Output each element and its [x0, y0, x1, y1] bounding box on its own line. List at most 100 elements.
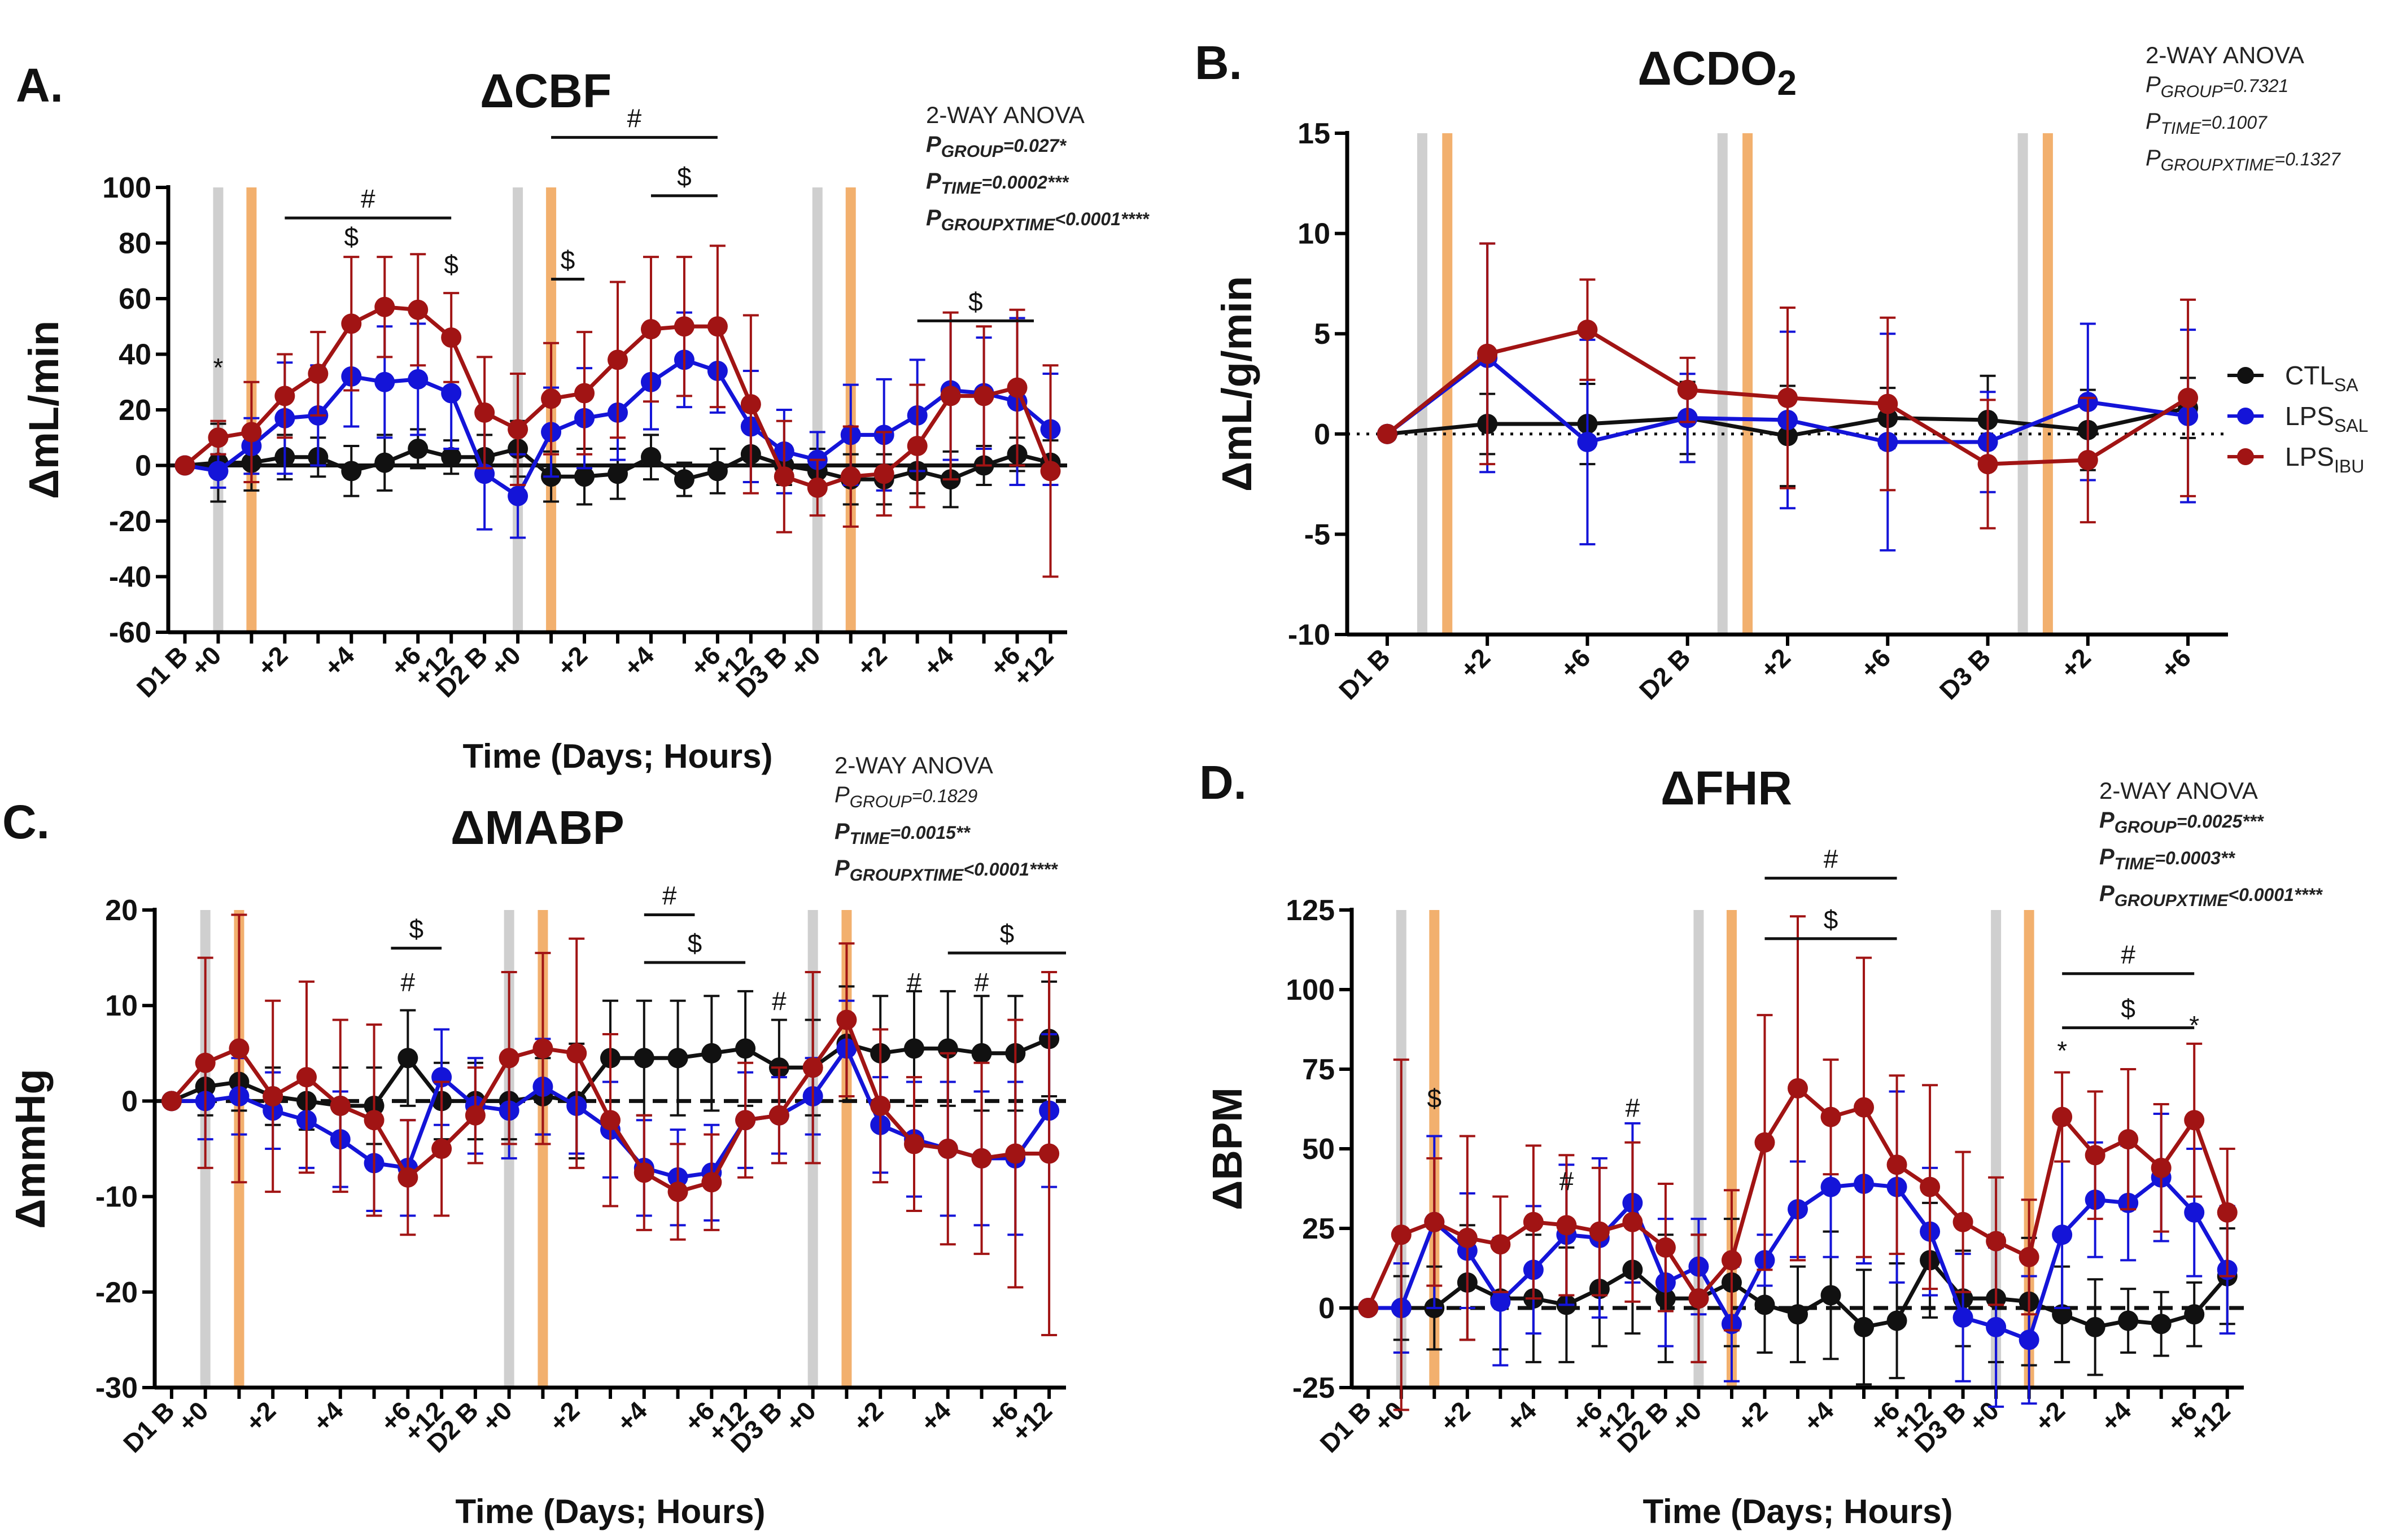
- significance-label: *: [2189, 1010, 2199, 1040]
- panel-b: B. ΔCDO2 -10 -5 0 5 10 15 D1 B +2 +6 D2 B +2 +6 D3 B +2…: [1195, 36, 2228, 705]
- significance-label: $: [968, 287, 983, 316]
- x-tick-label: +0: [1368, 1395, 1410, 1437]
- data-point: [640, 447, 661, 467]
- data-point: [2217, 1202, 2238, 1223]
- x-tick-label: +0: [484, 640, 526, 682]
- y-tick-label: -25: [1292, 1372, 1335, 1405]
- gray-marker: [2017, 133, 2028, 635]
- data-point: [1886, 1310, 1907, 1331]
- data-point: [474, 402, 495, 423]
- x-tick-label: D2 B: [1633, 642, 1696, 705]
- data-point: [701, 1043, 722, 1064]
- significance-label: $: [2121, 994, 2135, 1023]
- significance-label: $: [677, 162, 692, 191]
- y-tick-label: -30: [95, 1372, 138, 1405]
- data-point: [408, 299, 429, 320]
- data-point: [667, 1048, 688, 1069]
- data-point: [2184, 1110, 2205, 1131]
- data-point: [1007, 377, 1028, 398]
- orange-marker: [538, 910, 548, 1388]
- data-point: [640, 319, 661, 340]
- x-axis-label: Time (Days; Hours): [1642, 1493, 1952, 1530]
- significance-label: #: [772, 987, 787, 1016]
- x-axis-label: Time (Days; Hours): [455, 1493, 765, 1530]
- data-point: [2052, 1304, 2073, 1325]
- anova-line: PGROUPXTIME<0.0001****: [2099, 881, 2322, 910]
- data-point: [499, 1048, 519, 1069]
- x-tick-label: +6: [1554, 642, 1596, 684]
- data-point: [2151, 1157, 2172, 1178]
- x-tick-label: +0: [476, 1395, 518, 1437]
- y-axis-label: ΔmmHg: [7, 1069, 54, 1228]
- series-lps_ibu: [1358, 915, 2238, 1411]
- data-point: [1986, 1231, 2007, 1252]
- data-point: [574, 466, 595, 487]
- data-point: [1820, 1176, 1841, 1197]
- gray-marker: [1717, 133, 1728, 635]
- x-tick-label: +2: [2029, 1395, 2070, 1437]
- data-point: [971, 1043, 992, 1064]
- anova-line: PGROUP=0.0025***: [2099, 808, 2264, 837]
- legend-label: LPSIBU: [2285, 442, 2364, 476]
- x-tick-label: +4: [1500, 1395, 1542, 1437]
- x-tick-label: +4: [611, 1395, 653, 1437]
- y-tick-label: 10: [1298, 218, 1330, 251]
- x-tick-label: +4: [915, 1395, 956, 1437]
- y-tick-label: 0: [1314, 418, 1330, 451]
- x-tick-label: +2: [1754, 642, 1796, 684]
- data-point: [374, 296, 395, 317]
- data-point: [2019, 1246, 2039, 1267]
- data-point: [241, 422, 262, 443]
- data-point: [840, 466, 861, 487]
- data-point: [441, 327, 462, 348]
- data-point: [1589, 1221, 1610, 1242]
- x-tick-label: +2: [252, 640, 294, 682]
- x-tick-label: +4: [618, 640, 659, 682]
- x-tick-label: +6: [2155, 642, 2196, 684]
- y-tick-label: 5: [1314, 318, 1330, 351]
- data-point: [1877, 393, 1898, 414]
- significance-label: $: [688, 929, 702, 958]
- data-point: [1820, 1106, 1841, 1127]
- legend-marker: [2237, 408, 2254, 425]
- data-point: [1920, 1176, 1941, 1197]
- orange-marker: [2024, 910, 2034, 1388]
- data-point: [532, 1038, 553, 1059]
- legend-marker: [2237, 367, 2254, 384]
- significance-label: #: [662, 881, 677, 910]
- data-point: [408, 438, 429, 459]
- data-point: [802, 1057, 823, 1078]
- anova-line: PGROUP=0.1829: [835, 782, 978, 811]
- y-axis-label: ΔmL/min: [20, 321, 67, 499]
- data-point: [2077, 449, 2098, 470]
- y-tick-label: 0: [1318, 1292, 1335, 1325]
- anova-line: PGROUPXTIME=0.1327: [2146, 146, 2340, 174]
- data-point: [408, 369, 429, 390]
- data-point: [508, 419, 528, 440]
- data-point: [541, 388, 562, 409]
- x-tick-label: +6: [1854, 642, 1896, 684]
- data-point: [1986, 1316, 2007, 1337]
- data-point: [2052, 1224, 2073, 1245]
- x-tick-label: +0: [1963, 1395, 2004, 1437]
- data-point: [634, 1048, 654, 1069]
- x-tick-label: +2: [1732, 1395, 1773, 1437]
- x-tick-label: +12: [1007, 640, 1059, 692]
- significance-label: #: [401, 968, 416, 997]
- significance-label: $: [344, 222, 359, 251]
- y-tick-label: 80: [119, 228, 151, 260]
- y-tick-label: 25: [1302, 1213, 1335, 1245]
- data-point: [1886, 1154, 1907, 1175]
- data-point: [1523, 1211, 1544, 1232]
- data-point: [1424, 1211, 1445, 1232]
- data-point: [2052, 1106, 2073, 1127]
- data-point: [940, 386, 961, 406]
- anova-line: PGROUP=0.027*: [926, 132, 1066, 161]
- y-tick-label: 15: [1298, 117, 1330, 150]
- panel-letter: C.: [2, 795, 50, 848]
- x-tick-label: +0: [780, 1395, 822, 1437]
- x-tick-label: +0: [185, 640, 227, 682]
- x-tick-label: +2: [551, 640, 593, 682]
- x-tick-label: +0: [1666, 1395, 1707, 1437]
